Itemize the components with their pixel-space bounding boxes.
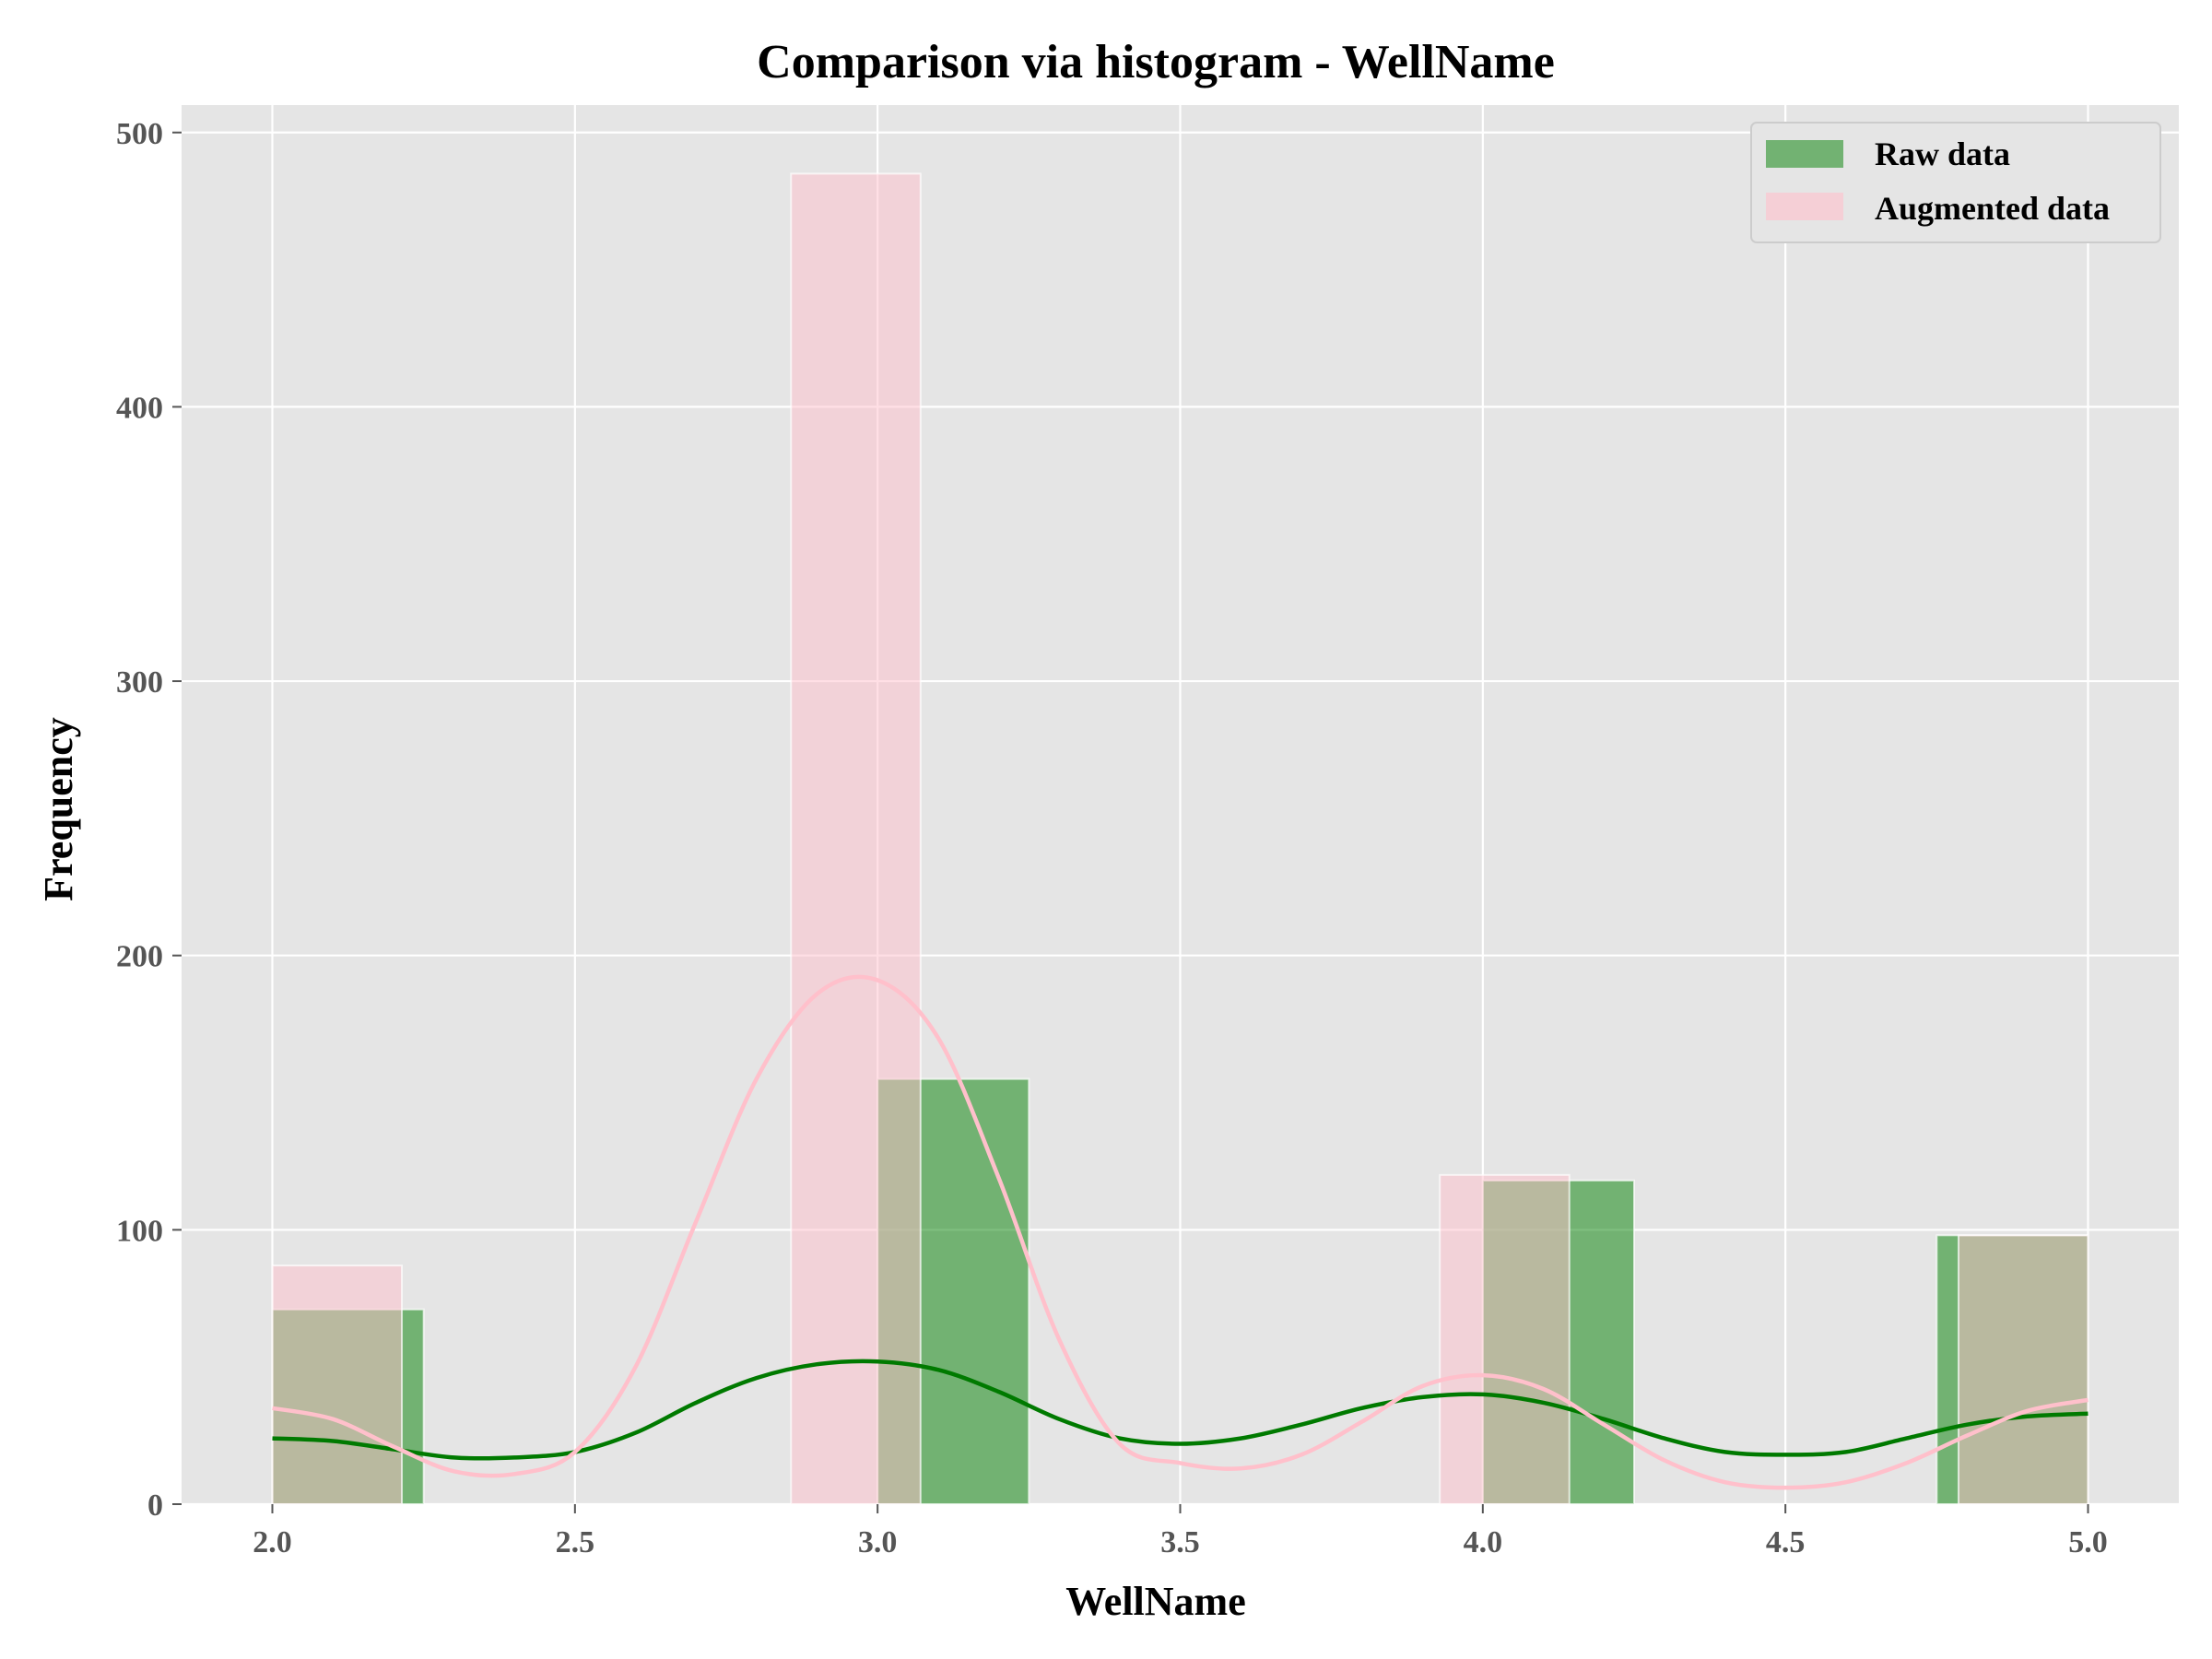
legend-swatch-raw — [1766, 140, 1843, 168]
x-axis-ticks: 2.0 2.5 3.0 3.5 4.0 4.5 5.0 — [253, 1504, 2108, 1559]
x-tick-label: 3.0 — [858, 1525, 898, 1559]
y-tick-label: 400 — [116, 391, 163, 425]
y-tick-label: 200 — [116, 940, 163, 974]
augmented-data-bar — [271, 1265, 404, 1506]
y-tick-label: 300 — [116, 665, 163, 700]
x-tick-label: 4.0 — [1464, 1525, 1503, 1559]
legend: Raw data Augmented data — [1750, 122, 2161, 243]
legend-box — [1750, 122, 2161, 243]
x-tick-label: 5.0 — [2068, 1525, 2108, 1559]
x-tick-label: 2.5 — [556, 1525, 595, 1559]
x-tick-label: 2.0 — [253, 1525, 292, 1559]
y-tick-label: 100 — [116, 1214, 163, 1248]
augmented-data-bar — [790, 172, 922, 1506]
y-tick-label: 500 — [116, 117, 163, 151]
legend-label-augmented: Augmented data — [1875, 190, 2110, 227]
y-axis-label: Frequency — [36, 717, 81, 901]
kde-curves — [272, 974, 2088, 1490]
x-axis-label: WellName — [1065, 1579, 1246, 1624]
x-tick-label: 4.5 — [1766, 1525, 1806, 1559]
legend-label-raw: Raw data — [1875, 135, 2010, 172]
legend-swatch-augmented — [1766, 193, 1843, 220]
augmented-data-kde-line — [272, 974, 2088, 1490]
x-tick-label: 3.5 — [1160, 1525, 1200, 1559]
y-axis-ticks: 0 100 200 300 400 500 — [116, 117, 182, 1523]
y-tick-label: 0 — [147, 1488, 163, 1523]
chart-title: Comparison via histogram - WellName — [757, 36, 1555, 88]
augmented-data-bar — [1439, 1173, 1571, 1505]
augmented-data-bars — [271, 172, 2089, 1506]
augmented-data-bar — [1957, 1234, 2089, 1506]
